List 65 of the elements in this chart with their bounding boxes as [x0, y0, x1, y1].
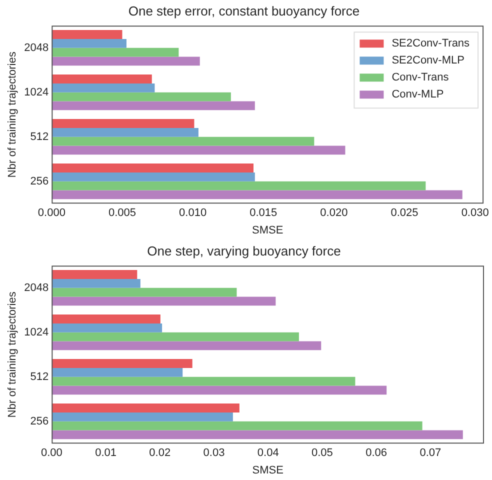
bar: [52, 296, 276, 306]
bar: [52, 421, 422, 430]
x-tick-label: 0.020: [320, 207, 348, 220]
x-tick-label: 0.025: [390, 207, 418, 220]
y-axis-title: Nbr of training trajectories: [6, 291, 19, 418]
bar: [52, 128, 198, 137]
bar: [52, 181, 426, 190]
x-tick-label: 0.005: [108, 207, 136, 220]
bar: [52, 74, 152, 84]
bar: [52, 101, 255, 110]
chart-title: One step error, constant buoyancy force: [128, 3, 360, 18]
bar: [52, 136, 314, 146]
bar: [52, 386, 387, 395]
legend-label: Conv-MLP: [392, 88, 444, 101]
bar: [52, 56, 200, 66]
bar: [52, 359, 192, 368]
x-tick-label: 0.030: [461, 207, 489, 220]
y-axis-title: Nbr of training trajectories: [6, 51, 19, 178]
legend-label: Conv-Trans: [392, 72, 450, 84]
x-tick-label: 0.04: [257, 447, 279, 460]
x-tick-label: 0.07: [420, 447, 442, 460]
bar: [52, 341, 322, 350]
bar: [52, 376, 356, 386]
x-tick-label: 0.06: [366, 447, 388, 460]
x-axis-title: SMSE: [252, 464, 284, 476]
bar: [52, 172, 255, 182]
x-axis-title: SMSE: [252, 224, 284, 236]
x-tick-label: 0.05: [312, 447, 333, 460]
x-tick-label: 0.010: [179, 207, 207, 220]
bar: [52, 38, 126, 48]
bar: [52, 92, 231, 102]
bar: [52, 404, 240, 412]
y-tick-label: 1024: [24, 326, 49, 338]
y-tick-label: 2048: [24, 282, 49, 294]
bar: [52, 368, 183, 377]
bar: [52, 412, 233, 422]
y-tick-label: 2048: [24, 42, 49, 54]
x-tick-label: 0.000: [38, 207, 66, 220]
bar: [52, 119, 194, 128]
y-tick-label: 256: [30, 175, 49, 188]
x-tick-label: 0.00: [40, 447, 62, 460]
x-tick-label: 0.01: [95, 447, 116, 460]
bar: [52, 323, 162, 332]
y-tick-label: 512: [30, 130, 49, 143]
bar: [52, 314, 160, 324]
bar: [52, 30, 122, 39]
bar: [52, 164, 254, 172]
legend-label: SE2Conv-MLP: [392, 54, 464, 67]
y-tick-label: 512: [30, 370, 49, 383]
x-tick-label: 0.03: [203, 447, 225, 460]
bar: [52, 288, 237, 297]
bar: [52, 278, 140, 288]
x-tick-label: 0.02: [149, 447, 171, 460]
chart-title: One step, varying buoyancy force: [147, 243, 341, 258]
bar: [52, 332, 299, 342]
bar: [52, 430, 463, 440]
y-tick-label: 1024: [24, 86, 49, 98]
bar: [52, 190, 462, 200]
bar: [52, 48, 179, 57]
bar: [52, 146, 346, 155]
legend-label: SE2Conv-Trans: [392, 38, 470, 50]
x-tick-label: 0.015: [250, 207, 278, 220]
bar: [52, 270, 138, 279]
bar: [52, 83, 155, 92]
y-tick-label: 256: [30, 415, 49, 428]
